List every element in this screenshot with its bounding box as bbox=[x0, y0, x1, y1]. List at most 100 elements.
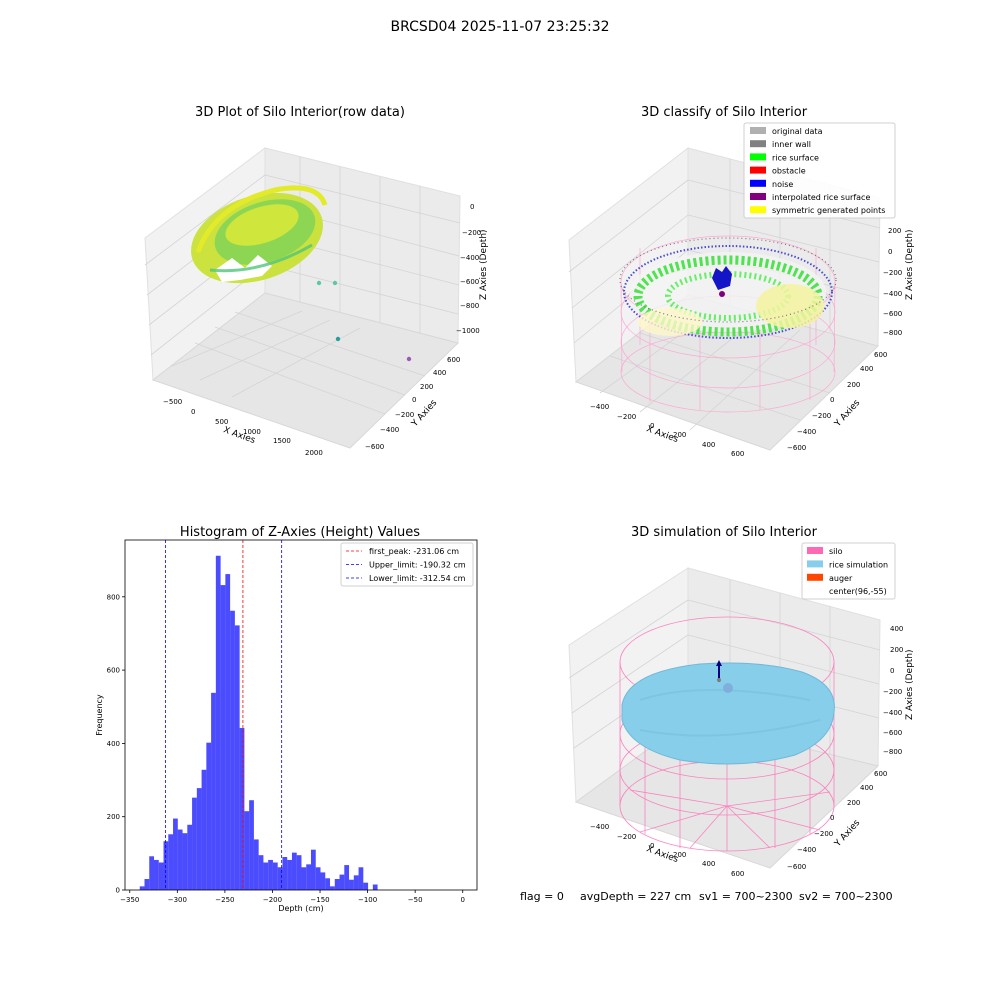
histogram-bar bbox=[196, 788, 202, 890]
simulation-y-tick: 400 bbox=[860, 784, 873, 792]
histogram-bar bbox=[263, 862, 269, 890]
raw-y-tick: −600 bbox=[365, 443, 384, 451]
classify-legend-swatch bbox=[750, 140, 766, 148]
raw-outlier-point bbox=[335, 336, 341, 342]
histogram-bar bbox=[306, 864, 311, 890]
histogram-bar bbox=[310, 849, 316, 890]
classify-3d-panel: 3D classify of Silo Interior bbox=[568, 105, 915, 458]
histogram-bar bbox=[344, 865, 350, 890]
raw-y-tick: 400 bbox=[433, 369, 446, 377]
histogram-bar bbox=[353, 875, 359, 890]
histogram-bar bbox=[225, 574, 231, 890]
simulation-z-tick: −800 bbox=[883, 748, 902, 756]
histogram-panel: Histogram of Z-Axies (Height) Values −35… bbox=[95, 525, 478, 913]
classify-z-tick: 0 bbox=[888, 248, 892, 256]
histogram-bar bbox=[339, 874, 345, 890]
raw-x-tick: 500 bbox=[215, 418, 228, 426]
histogram-bar bbox=[154, 859, 159, 890]
raw-outlier-points bbox=[316, 280, 412, 362]
histogram-bar bbox=[330, 886, 335, 890]
histogram-bar bbox=[206, 742, 212, 890]
histogram-y-tick-label: 0 bbox=[116, 887, 120, 895]
avg-depth-status: avgDepth = 227 cm bbox=[580, 890, 691, 903]
simulation-legend-label: silo bbox=[829, 547, 843, 556]
classify-legend: original data inner wall rice surface obsta… bbox=[743, 122, 896, 219]
histogram-bar bbox=[168, 834, 174, 890]
histogram-bar bbox=[144, 879, 150, 890]
histogram-bar bbox=[211, 692, 216, 890]
histogram-bar bbox=[287, 859, 292, 890]
raw-y-tick: −200 bbox=[395, 411, 414, 419]
simulation-y-tick: 0 bbox=[830, 814, 834, 822]
simulation-x-tick: 600 bbox=[731, 870, 744, 878]
simulation-x-tick: 0 bbox=[650, 842, 654, 850]
simulation-3d-title: 3D simulation of Silo Interior bbox=[631, 525, 818, 540]
histogram-bar bbox=[182, 833, 188, 890]
simulation-legend-swatch bbox=[807, 547, 823, 554]
histogram-y-label: Frequency bbox=[95, 694, 104, 736]
classify-legend-label: interpolated rice surface bbox=[772, 193, 870, 202]
histogram-y-tick-label: 600 bbox=[107, 667, 120, 675]
histogram-frame bbox=[124, 539, 478, 891]
simulation-z-tick: 200 bbox=[890, 646, 903, 654]
simulation-z-tick: −400 bbox=[883, 709, 902, 717]
histogram-title: Histogram of Z-Axies (Height) Values bbox=[180, 525, 420, 540]
sv1-status: sv1 = 700~2300 bbox=[699, 890, 793, 903]
classify-y-tick: 600 bbox=[874, 351, 887, 359]
histogram-bar bbox=[282, 857, 288, 890]
raw-y-tick: 200 bbox=[420, 383, 433, 391]
classify-legend-swatch bbox=[750, 206, 766, 214]
simulation-center-marker bbox=[716, 660, 722, 682]
simulation-legend-label: center(96,-55) bbox=[829, 587, 887, 596]
classify-x-tick: −400 bbox=[590, 403, 609, 411]
simulation-3d-panel: 3D simulation of Silo Interior bbox=[568, 525, 915, 878]
histogram-bar bbox=[158, 862, 164, 890]
classify-y-tick: −200 bbox=[812, 412, 831, 420]
raw-y-tick: 600 bbox=[447, 356, 460, 364]
histogram-bar bbox=[244, 811, 250, 890]
classify-x-tick: −200 bbox=[617, 413, 636, 421]
raw-z-tick: −400 bbox=[460, 254, 479, 262]
classify-y-tick: 0 bbox=[830, 396, 834, 404]
classify-legend-swatch bbox=[750, 153, 766, 161]
histogram-bar bbox=[239, 728, 245, 890]
classify-z-label: Z Axies (Depth) bbox=[905, 229, 915, 300]
classify-legend-label: noise bbox=[772, 180, 793, 189]
histogram-x-tick-label: −300 bbox=[168, 896, 187, 904]
classify-legend-label: inner wall bbox=[772, 140, 811, 149]
raw-x-tick: 1500 bbox=[273, 437, 291, 445]
simulation-z-tick: −200 bbox=[883, 688, 902, 696]
raw-3d-panel: 3D Plot of Silo Interior(row data) bbox=[144, 105, 489, 457]
simulation-y-label: Y Axies bbox=[832, 818, 862, 850]
raw-z-tick: −800 bbox=[460, 302, 479, 310]
classify-y-tick: −600 bbox=[787, 444, 806, 452]
classify-legend-swatch bbox=[750, 193, 766, 200]
histogram-bar bbox=[301, 867, 307, 890]
classify-legend-label: original data bbox=[772, 127, 823, 136]
raw-point-cloud bbox=[191, 185, 328, 284]
histogram-bar bbox=[268, 859, 273, 890]
raw-z-tick: −200 bbox=[462, 229, 481, 237]
simulation-y-tick: 600 bbox=[874, 770, 887, 778]
histogram-bar bbox=[320, 872, 326, 890]
raw-outlier-point bbox=[406, 356, 412, 362]
simulation-y-tick: −600 bbox=[787, 863, 806, 871]
histogram-x-tick-label: −350 bbox=[120, 896, 139, 904]
classify-surface-points bbox=[619, 237, 837, 339]
histogram-bar bbox=[258, 855, 264, 890]
raw-x-tick: −500 bbox=[163, 398, 182, 406]
raw-y-tick: 0 bbox=[412, 396, 416, 404]
histogram-legend-label: Upper_limit: -190.32 cm bbox=[369, 561, 466, 570]
histogram-y-tick-label: 800 bbox=[107, 593, 120, 601]
classify-z-tick: −200 bbox=[883, 269, 902, 277]
histogram-bar bbox=[315, 867, 321, 890]
histogram-x-tick-label: −100 bbox=[358, 896, 377, 904]
histogram-bar bbox=[291, 852, 297, 890]
raw-x-tick: 2000 bbox=[305, 449, 323, 457]
simulation-legend-label: auger bbox=[829, 574, 853, 583]
histogram-bar bbox=[349, 879, 354, 890]
histogram-bar bbox=[201, 769, 207, 890]
histogram-bar bbox=[215, 555, 221, 890]
classify-legend-label: symmetric generated points bbox=[772, 206, 885, 215]
simulation-legend-swatch bbox=[807, 573, 823, 581]
